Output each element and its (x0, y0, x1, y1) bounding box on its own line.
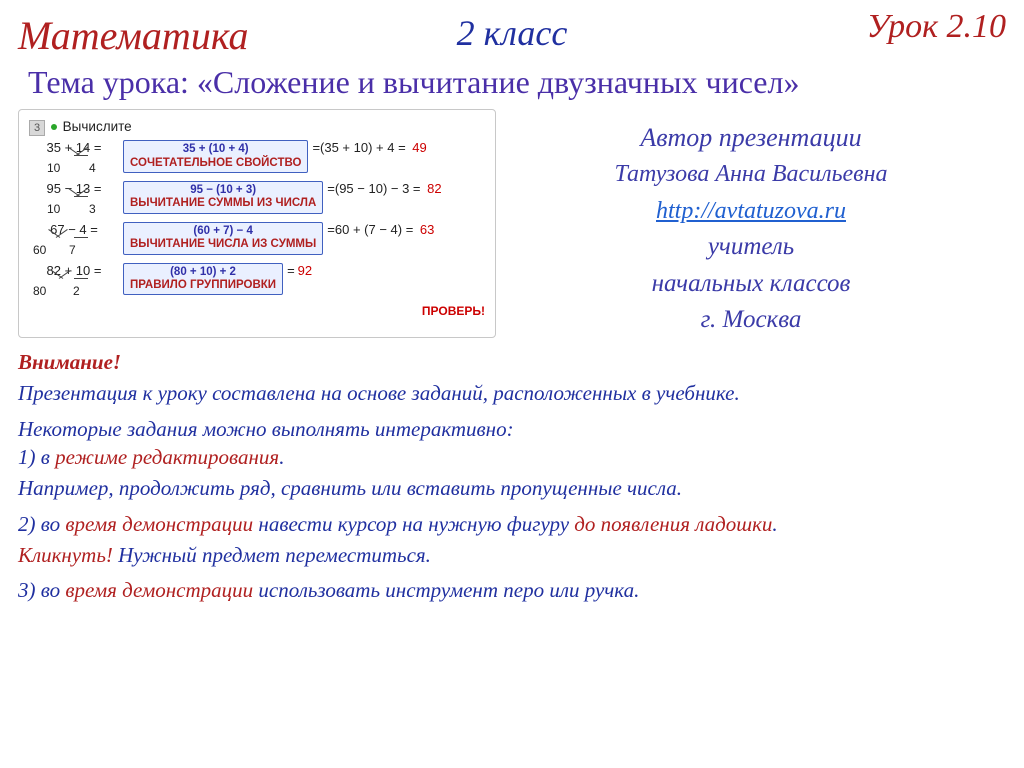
note-frag: навести курсор на нужную фигуру (253, 512, 574, 536)
task-number-badge: 3 (29, 120, 45, 136)
check-label: ПРОВЕРЬ! (29, 304, 485, 320)
author-city: г. Москва (496, 302, 1006, 338)
note-frag: время демонстрации (65, 512, 253, 536)
grade-label: 2 класс (457, 12, 568, 54)
note-frag: время демонстрации (65, 578, 253, 602)
note-line: Например, продолжить ряд, сравнить или в… (18, 476, 682, 500)
row-expansion: (35 + 10) + 4 = 49 (320, 140, 427, 157)
example-row: 35 + 14 =10435 + (10 + 4)СОЧЕТАТЕЛЬНОЕ С… (29, 140, 485, 177)
note-frag: 2) во (18, 512, 65, 536)
example-row: 82 + 10 =802(80 + 10) + 2ПРАВИЛО ГРУППИР… (29, 263, 485, 300)
author-role1: учитель (496, 229, 1006, 265)
bullet-icon (51, 124, 57, 130)
note-frag: режиме редактирования (55, 445, 279, 469)
example-panel: 3 Вычислите 35 + 14 =10435 + (10 + 4)СОЧ… (18, 109, 496, 338)
notes-block: Внимание! Презентация к уроку составлена… (18, 348, 1006, 605)
note-frag: использовать инструмент перо или ручка. (253, 578, 639, 602)
topic-prefix: Тема урока: (28, 64, 197, 100)
author-name: Татузова Анна Васильевна (496, 157, 1006, 192)
rule-box: 35 + (10 + 4)СОЧЕТАТЕЛЬНОЕ СВОЙСТВО (123, 140, 308, 172)
lesson-number: Урок 2.10 (867, 8, 1006, 46)
note-frag: Кликнуть! (18, 543, 113, 567)
row-expansion: (95 − 10) − 3 = 82 (335, 181, 442, 198)
example-row: 67 − 4 =607(60 + 7) − 4ВЫЧИТАНИЕ ЧИСЛА И… (29, 222, 485, 259)
note-frag: Нужный предмет переместиться. (113, 543, 431, 567)
topic-title: «Сложение и вычитание двузначных чисел» (197, 64, 800, 100)
note-frag: . (772, 512, 777, 536)
rule-box: 95 − (10 + 3)ВЫЧИТАНИЕ СУММЫ ИЗ ЧИСЛА (123, 181, 323, 213)
row-expansion: 92 (295, 263, 312, 280)
note-frag: 3) во (18, 578, 65, 602)
note-frag: 1) в (18, 445, 55, 469)
lesson-topic: Тема урока: «Сложение и вычитание двузна… (28, 64, 1006, 101)
row-setup: 82 + 10 =802 (29, 263, 119, 300)
note-line: Презентация к уроку составлена на основе… (18, 381, 740, 405)
row-expansion: 60 + (7 − 4) = 63 (335, 222, 435, 239)
slide-header: Математика 2 класс Урок 2.10 (18, 12, 1006, 60)
task-label: Вычислите (63, 119, 132, 134)
author-block: Автор презентации Татузова Анна Васильев… (496, 109, 1006, 338)
author-role2: начальных классов (496, 266, 1006, 302)
author-link[interactable]: http://avtatuzova.ru (656, 198, 846, 224)
rule-box: (60 + 7) − 4ВЫЧИТАНИЕ ЧИСЛА ИЗ СУММЫ (123, 222, 323, 254)
note-frag: до появления ладошки (574, 512, 772, 536)
author-title: Автор презентации (496, 119, 1006, 157)
note-line: Некоторые задания можно выполнять интера… (18, 417, 514, 441)
attention-heading: Внимание! (18, 348, 1006, 376)
note-frag: . (279, 445, 284, 469)
row-setup: 35 + 14 =104 (29, 140, 119, 177)
subject-label: Математика (18, 12, 249, 59)
row-setup: 95 − 13 =103 (29, 181, 119, 218)
task-header: 3 Вычислите (29, 118, 485, 136)
rule-box: (80 + 10) + 2ПРАВИЛО ГРУППИРОВКИ (123, 263, 283, 295)
row-setup: 67 − 4 =607 (29, 222, 119, 259)
example-row: 95 − 13 =10395 − (10 + 3)ВЫЧИТАНИЕ СУММЫ… (29, 181, 485, 218)
example-rows: 35 + 14 =10435 + (10 + 4)СОЧЕТАТЕЛЬНОЕ С… (29, 140, 485, 300)
